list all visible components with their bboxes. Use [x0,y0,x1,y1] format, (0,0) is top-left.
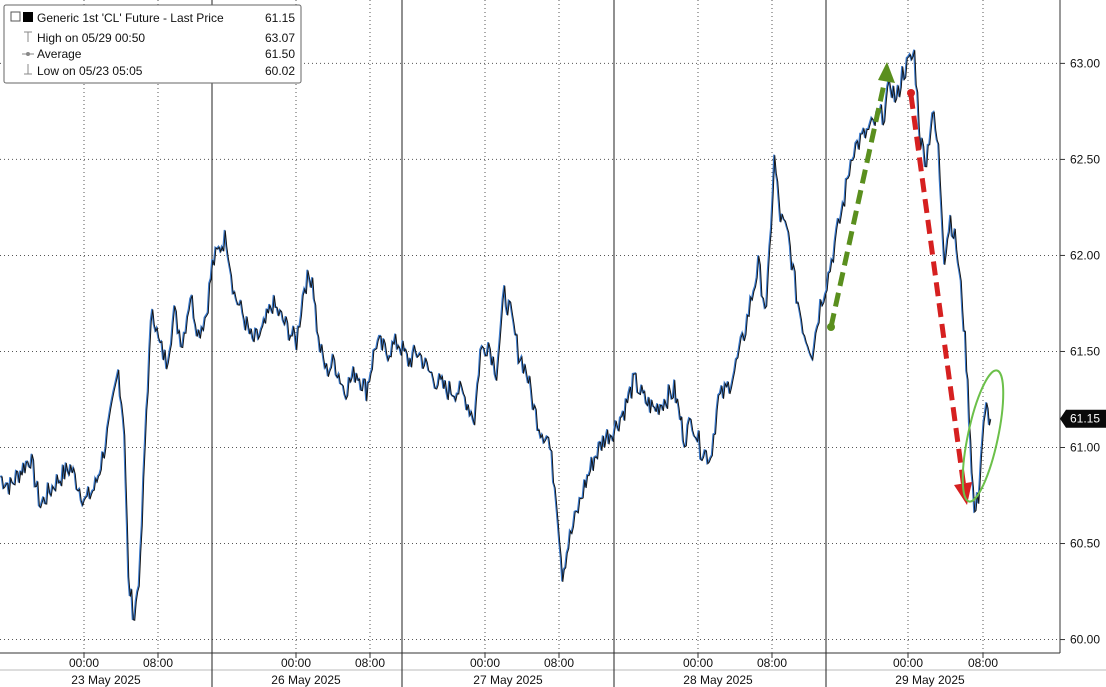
x-tick-label: 00:00 [470,656,500,670]
legend-box [3,4,302,84]
y-tick-label: 63.00 [1070,56,1100,70]
y-tick-label: 62.00 [1070,248,1100,262]
x-tick-label: 00:00 [683,656,713,670]
x-axis-ticks: 00:00 08:00 00:00 08:00 00:00 08:00 00:00 08:00… [69,653,998,670]
average-marker-dot [26,52,30,56]
x-tick-label: 08:00 [355,656,385,670]
horizontal-gridlines [0,62,1060,641]
x-tick-label: 08:00 [544,656,574,670]
legend-average-value: 61.50 [265,47,295,61]
annotations [827,62,1005,505]
date-label: 28 May 2025 [683,673,753,687]
x-axis-dates: 23 May 2025 26 May 2025 27 May 2025 28 May … [71,673,965,687]
y-tick-label: 61.00 [1070,440,1100,454]
vertical-gridlines [83,0,984,653]
red-arrow-start-dot [907,89,915,97]
last-price-tag: 61.15 [1060,409,1106,428]
price-line-blue [0,49,991,621]
x-tick-label: 00:00 [281,656,311,670]
legend-title: Generic 1st 'CL' Future - Last Price [37,11,224,25]
last-price-tag-label: 61.15 [1070,412,1100,426]
legend-low-value: 60.02 [265,64,295,78]
legend-title-value: 61.15 [265,11,295,25]
red-drop-arrow [908,94,967,489]
green-arrow-start-dot [827,323,835,331]
legend-series-swatch [23,12,33,22]
high-marker-icon [24,31,32,42]
legend-checkbox[interactable] [10,11,21,22]
legend-high-label: High on 05/29 00:50 [37,31,145,45]
legend: Generic 1st 'CL' Future - Last Price 61.… [3,4,302,84]
legend-low-label: Low on 05/23 05:05 [37,64,143,78]
y-tick-label: 62.50 [1070,152,1100,166]
green-arrow-head [878,62,895,83]
date-label: 26 May 2025 [271,673,341,687]
x-tick-label: 08:00 [143,656,173,670]
x-tick-label: 00:00 [69,656,99,670]
x-tick-label: 00:00 [893,656,923,670]
day-separators [211,0,827,687]
y-tick-label: 61.50 [1070,344,1100,358]
y-tick-label: 60.00 [1070,633,1100,647]
legend-high-value: 63.07 [265,31,295,45]
green-rise-arrow [828,74,889,328]
date-label: 29 May 2025 [895,673,965,687]
y-tick-label: 60.50 [1070,537,1100,551]
x-tick-label: 08:00 [968,656,998,670]
x-tick-label: 08:00 [757,656,787,670]
date-label: 27 May 2025 [473,673,543,687]
last-price-tag-shape [1060,409,1106,428]
y-axis-ticks: 60.00 60.50 61.00 61.50 62.00 62.50 63.00 [1060,56,1100,647]
date-label: 23 May 2025 [71,673,141,687]
price-series [0,49,992,621]
low-marker-icon [24,64,32,75]
green-ellipse [961,369,1005,503]
price-line [0,50,992,621]
legend-average-label: Average [37,47,82,61]
